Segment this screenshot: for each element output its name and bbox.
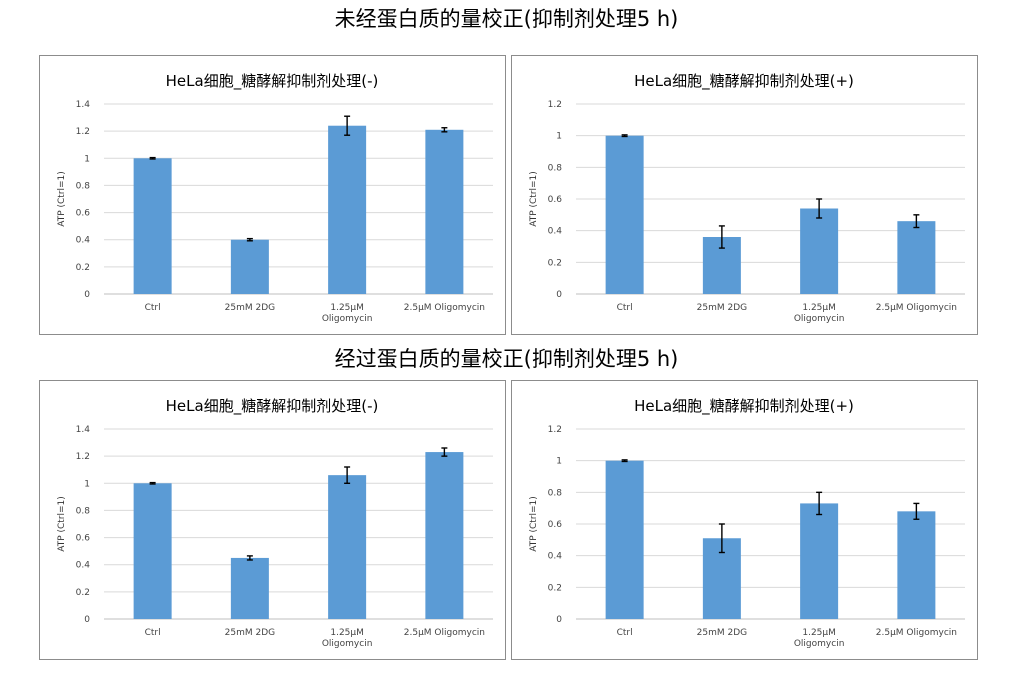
category-label: 25mM 2DG	[225, 303, 276, 313]
y-tick-label: 0.6	[76, 534, 91, 544]
y-tick-label: 0.8	[548, 488, 563, 498]
y-tick-label: 0.8	[548, 163, 563, 173]
category-label: 2.5μM Oligomycin	[876, 628, 957, 638]
y-tick-label: 1.2	[76, 452, 90, 462]
chart-title: HeLa细胞_糖酵解抑制剂处理(-)	[166, 397, 379, 416]
category-label: 1.25μM	[330, 628, 364, 638]
category-label: Oligomycin	[794, 639, 845, 649]
category-label: 1.25μM	[802, 303, 836, 313]
y-axis-label: ATP (Ctrl=1)	[529, 496, 539, 552]
y-tick-label: 1.2	[76, 127, 90, 137]
chart-svg: HeLa细胞_糖酵解抑制剂处理(+) 0 0.2 0.4 0.6 0.8 1 1.2 ATP (…	[529, 72, 965, 324]
bar	[328, 125, 367, 294]
y-tick-label: 0	[84, 615, 90, 625]
category-label: Ctrl	[617, 303, 633, 313]
y-tick-label: 0.2	[548, 258, 562, 268]
y-tick-label: 1	[556, 457, 562, 467]
category-label: 25mM 2DG	[697, 303, 748, 313]
y-tick-label: 0.2	[548, 583, 562, 593]
section-title-uncorrected: 未经蛋白质的量校正(抑制剂处理5 h)	[334, 7, 679, 31]
y-tick-label: 0.4	[548, 227, 563, 237]
category-label: Oligomycin	[794, 314, 845, 324]
category-label: 25mM 2DG	[697, 628, 748, 638]
chart-svg: HeLa细胞_糖酵解抑制剂处理(+) 0 0.2 0.4 0.6 0.8 1 1.2 ATP (…	[529, 397, 965, 649]
y-tick-label: 1	[84, 154, 90, 164]
y-tick-label: 1.4	[76, 425, 91, 435]
category-label: Ctrl	[617, 628, 633, 638]
chart-panel-corrected-minus: HeLa细胞_糖酵解抑制剂处理(-) 0 0.2 0.4 0.6 0.8 1 1.2 1.4 AT…	[39, 380, 506, 660]
y-tick-label: 0.6	[548, 195, 563, 205]
category-label: 1.25μM	[802, 628, 836, 638]
category-label: Ctrl	[145, 628, 161, 638]
chart-panel-uncorrected-minus: HeLa细胞_糖酵解抑制剂处理(-) 0 0.2 0.4 0.6 0.8 1 1.2 1.4 AT…	[39, 55, 506, 335]
category-label: 2.5μM Oligomycin	[876, 303, 957, 313]
category-label: Oligomycin	[322, 639, 373, 649]
y-tick-label: 0	[556, 615, 562, 625]
bar	[897, 511, 936, 619]
bar	[425, 452, 464, 619]
bar	[800, 208, 839, 294]
y-tick-label: 0.4	[76, 236, 91, 246]
category-label: 2.5μM Oligomycin	[404, 303, 485, 313]
chart-panel-uncorrected-plus: HeLa细胞_糖酵解抑制剂处理(+) 0 0.2 0.4 0.6 0.8 1 1.2 ATP (…	[511, 55, 978, 335]
bar	[425, 129, 464, 294]
y-axis-label: ATP (Ctrl=1)	[57, 171, 67, 227]
chart-title: HeLa细胞_糖酵解抑制剂处理(-)	[166, 72, 379, 91]
y-tick-label: 0.6	[76, 209, 91, 219]
y-axis-label: ATP (Ctrl=1)	[529, 171, 539, 227]
bar	[133, 483, 172, 619]
y-tick-label: 0.2	[76, 588, 90, 598]
y-tick-label: 1.4	[76, 100, 91, 110]
bar	[230, 239, 269, 294]
category-label: Oligomycin	[322, 314, 373, 324]
chart-title: HeLa细胞_糖酵解抑制剂处理(+)	[634, 72, 854, 91]
y-tick-label: 1	[556, 132, 562, 142]
bar	[800, 503, 839, 619]
bar	[328, 475, 367, 619]
category-label: 2.5μM Oligomycin	[404, 628, 485, 638]
category-label: 25mM 2DG	[225, 628, 276, 638]
y-tick-label: 1.2	[548, 425, 562, 435]
y-tick-label: 0.4	[548, 552, 563, 562]
y-tick-label: 0.2	[76, 263, 90, 273]
section-title-corrected: 经过蛋白质的量校正(抑制剂处理5 h)	[334, 347, 679, 371]
category-label: Ctrl	[145, 303, 161, 313]
category-label: 1.25μM	[330, 303, 364, 313]
y-tick-label: 1.2	[548, 100, 562, 110]
bar	[133, 158, 172, 294]
chart-svg: HeLa细胞_糖酵解抑制剂处理(-) 0 0.2 0.4 0.6 0.8 1 1.2 1.4 AT…	[57, 72, 493, 324]
y-tick-label: 1	[84, 479, 90, 489]
y-tick-label: 0.6	[548, 520, 563, 530]
chart-title: HeLa细胞_糖酵解抑制剂处理(+)	[634, 397, 854, 416]
y-tick-label: 0.4	[76, 561, 91, 571]
y-tick-label: 0.8	[76, 506, 91, 516]
bar	[605, 135, 644, 294]
chart-panel-corrected-plus: HeLa细胞_糖酵解抑制剂处理(+) 0 0.2 0.4 0.6 0.8 1 1.2 ATP (…	[511, 380, 978, 660]
y-tick-label: 0	[84, 290, 90, 300]
y-tick-label: 0	[556, 290, 562, 300]
bar	[897, 221, 936, 294]
y-tick-label: 0.8	[76, 181, 91, 191]
y-axis-label: ATP (Ctrl=1)	[57, 496, 67, 552]
bar	[605, 460, 644, 619]
chart-svg: HeLa细胞_糖酵解抑制剂处理(-) 0 0.2 0.4 0.6 0.8 1 1.2 1.4 AT…	[57, 397, 493, 649]
bar	[230, 557, 269, 619]
